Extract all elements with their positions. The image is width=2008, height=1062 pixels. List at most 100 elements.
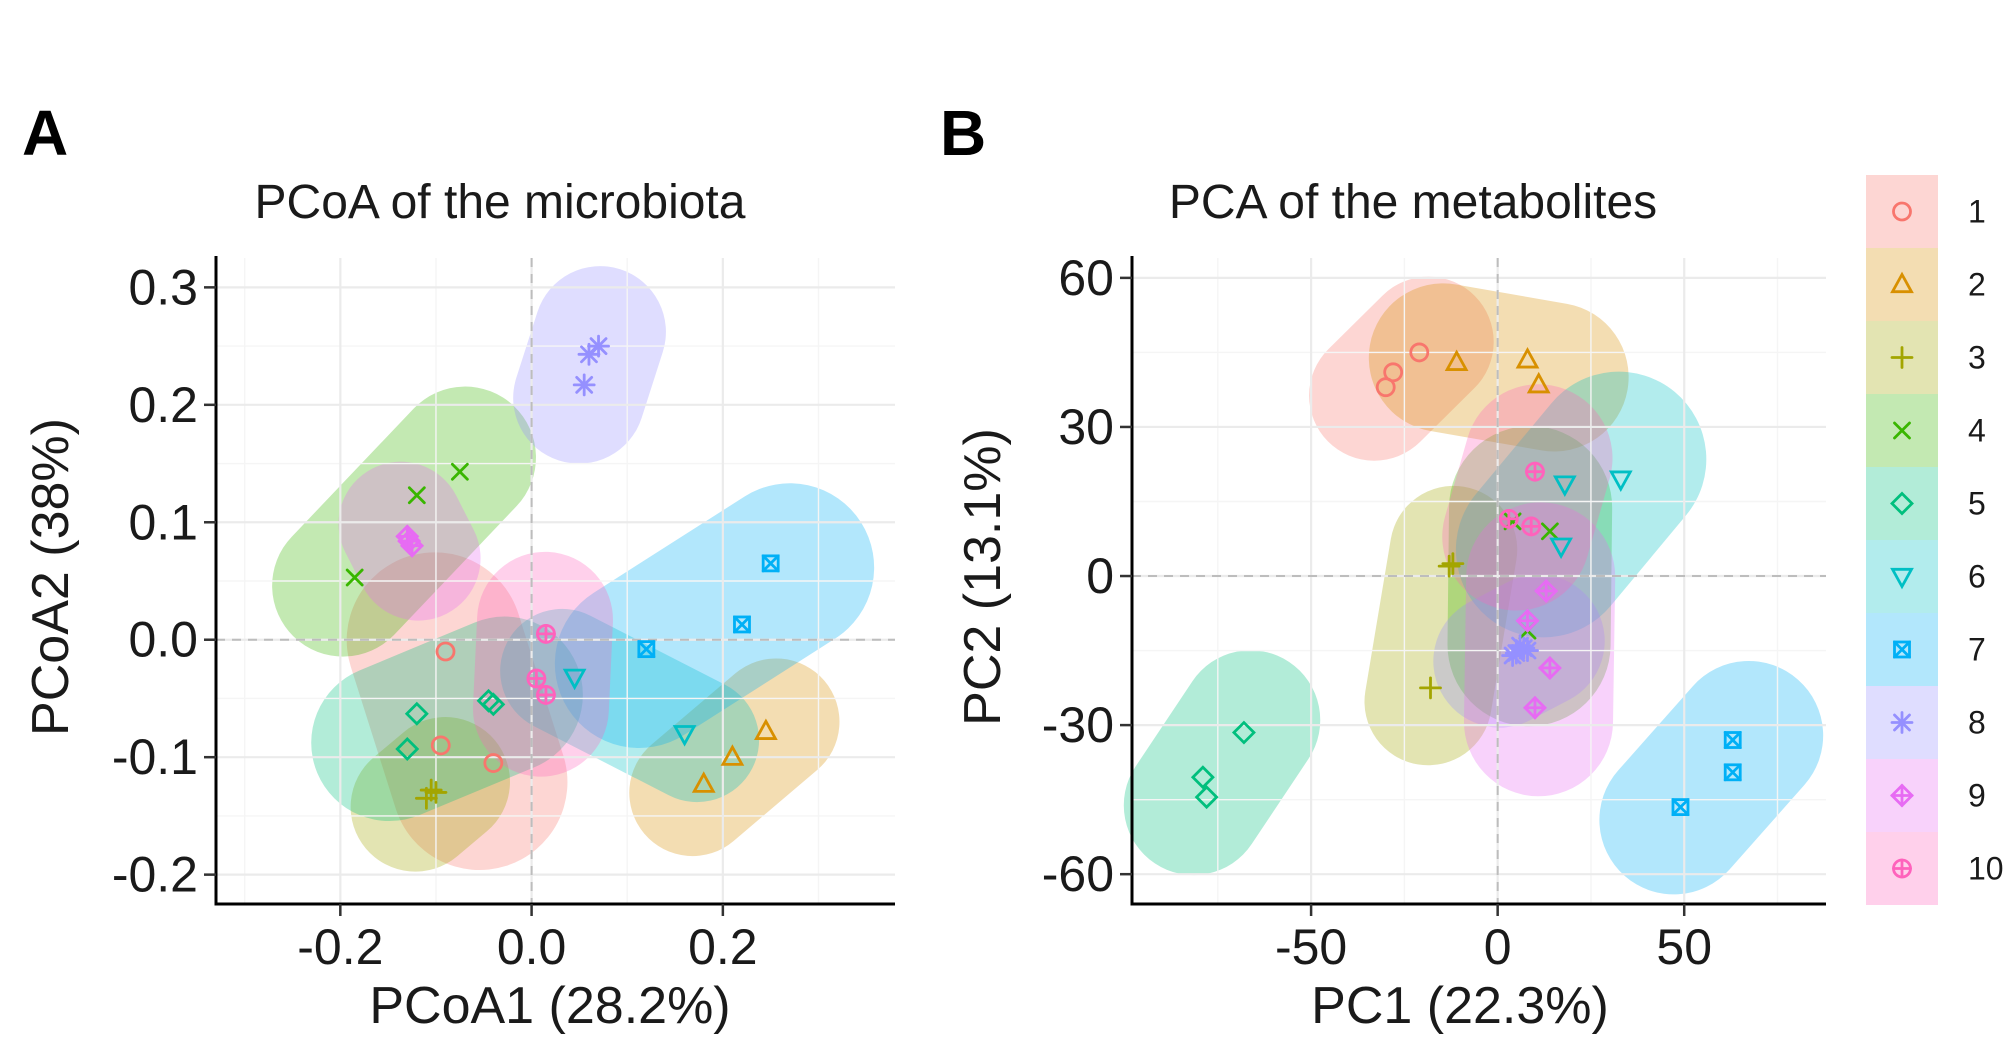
y-tick-label: 0 <box>1086 548 1114 604</box>
axes: -0.2 0.0 0.2 -0.2 -0.1 0.0 0.1 0.2 0.3 <box>112 256 895 975</box>
point-group-7 <box>1671 798 1690 816</box>
point-group-9 <box>1537 655 1562 680</box>
y-tick-label: -30 <box>1042 697 1114 753</box>
legend-key-icon <box>1892 201 1912 222</box>
point-group-6 <box>1608 470 1633 493</box>
x-tick-label: -50 <box>1275 919 1347 975</box>
legend-label: 5 <box>1968 486 1986 522</box>
y-axis-title: PC2 (13.1%) <box>954 428 1012 726</box>
legend-item-10: 10 <box>1866 832 2004 905</box>
legend-label: 1 <box>1968 194 1986 230</box>
legend-label: 2 <box>1968 267 1986 303</box>
legend-swatch <box>1866 467 1938 540</box>
point-group-10 <box>1525 461 1545 482</box>
point-group-8 <box>577 342 601 366</box>
x-tick-label: 0 <box>1484 919 1512 975</box>
grid-lines <box>1132 258 1826 904</box>
point-group-10 <box>1521 516 1542 537</box>
point-group-10 <box>536 623 556 644</box>
x-axis-title: PC1 (22.3%) <box>1311 977 1609 1035</box>
legend-label: 8 <box>1968 705 1986 741</box>
pca-metabolites-plot: -50 0 50 -60 -30 0 30 60 PCA of the metabolites… <box>954 176 1826 1035</box>
point-group-2 <box>691 771 716 793</box>
point-group-9 <box>1515 608 1540 633</box>
point-group-6 <box>1552 475 1577 497</box>
point-group-5 <box>404 701 429 726</box>
y-tick-label: 0.2 <box>128 377 198 433</box>
point-group-10 <box>1498 508 1519 529</box>
point-group-1 <box>1383 362 1404 383</box>
legend-item-3: 3 <box>1866 321 1986 394</box>
point-group-5 <box>1231 720 1256 745</box>
data-points <box>1190 342 1742 816</box>
legend-item-8: 8 <box>1866 686 1986 759</box>
legend-key-icon <box>1890 491 1914 516</box>
panel-letter-b: B <box>940 97 986 169</box>
group-ellipse-7 <box>554 483 875 748</box>
point-group-8 <box>587 334 610 358</box>
legend-key-icon <box>1893 640 1911 659</box>
point-group-2 <box>1444 349 1469 371</box>
point-group-3 <box>1419 676 1442 700</box>
point-group-6 <box>1549 537 1573 560</box>
point-group-3 <box>424 781 448 804</box>
point-group-5 <box>476 688 501 713</box>
point-group-4 <box>1540 522 1559 541</box>
x-tick-label: 0.0 <box>497 919 567 975</box>
point-group-3 <box>1437 554 1461 578</box>
point-group-9 <box>1522 695 1547 720</box>
group-ellipse-9 <box>1463 502 1616 797</box>
point-group-3 <box>419 778 443 802</box>
point-group-5 <box>1190 765 1215 790</box>
y-axis-title: PCoA2 (38%) <box>22 418 80 736</box>
point-group-3 <box>1441 552 1465 576</box>
legend-item-4: 4 <box>1866 394 1986 467</box>
x-tick-label: 0.2 <box>688 919 758 975</box>
legend-key-icon <box>1890 346 1914 369</box>
point-group-7 <box>733 615 751 634</box>
y-tick-label: 0.1 <box>128 494 198 550</box>
point-group-4 <box>450 462 469 481</box>
y-tick-label: 0.3 <box>128 259 198 315</box>
point-group-10 <box>526 668 547 689</box>
legend-label: 7 <box>1968 632 1986 668</box>
legend-label: 3 <box>1968 340 1986 376</box>
point-group-7 <box>1723 763 1742 782</box>
plot-title: PCoA of the microbiota <box>255 176 746 229</box>
point-group-9 <box>397 529 422 554</box>
panel-letter-a: A <box>22 97 68 169</box>
point-group-4 <box>345 568 364 587</box>
legend-key-icon <box>1890 783 1914 808</box>
point-group-9 <box>1534 578 1559 603</box>
legend-key-icon <box>1890 711 1914 734</box>
legend-label: 10 <box>1968 851 2004 887</box>
point-group-1 <box>430 735 451 756</box>
point-group-8 <box>572 373 596 397</box>
x-tick-label: -0.2 <box>297 919 383 975</box>
group-ellipse-7 <box>1599 660 1824 895</box>
y-tick-label: 30 <box>1058 399 1114 455</box>
legend-item-7: 7 <box>1866 613 1986 686</box>
point-group-6 <box>562 668 587 691</box>
legend-key-icon <box>1890 271 1914 294</box>
point-group-2 <box>720 744 745 766</box>
legend-key-icon <box>1892 858 1912 879</box>
group-ellipse-6 <box>500 608 760 803</box>
point-group-10 <box>536 685 556 705</box>
point-group-2 <box>754 718 778 740</box>
point-group-1 <box>435 641 456 662</box>
pcoa-microbiota-plot: -0.2 0.0 0.2 -0.2 -0.1 0.0 0.1 0.2 0.3 PCoA of t… <box>22 176 895 1035</box>
y-tick-label: -0.1 <box>112 729 198 785</box>
point-group-1 <box>483 753 504 773</box>
point-group-4 <box>407 486 426 505</box>
y-tick-label: 0.0 <box>128 612 198 668</box>
legend-item-9: 9 <box>1866 759 1986 832</box>
legend-swatch <box>1866 248 1938 321</box>
legend-swatch <box>1866 175 1938 248</box>
plot-title: PCA of the metabolites <box>1169 176 1657 229</box>
legend-item-2: 2 <box>1866 248 1986 321</box>
legend-item-1: 1 <box>1866 175 1986 248</box>
x-axis-title: PCoA1 (28.2%) <box>369 977 730 1035</box>
y-tick-label: -0.2 <box>112 847 198 903</box>
